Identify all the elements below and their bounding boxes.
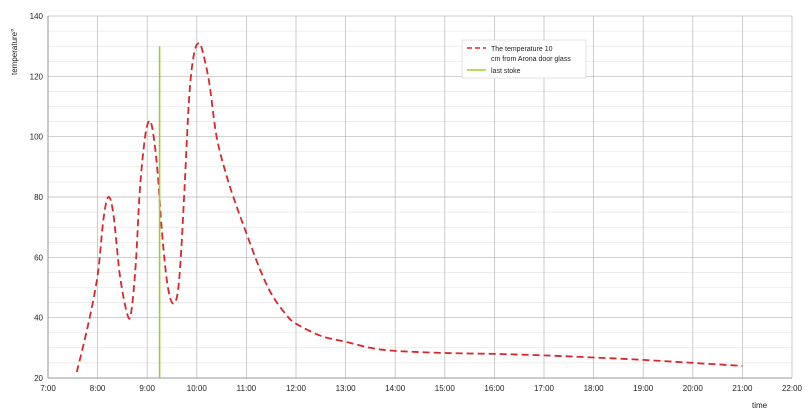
x-tick-label: 17:00 xyxy=(534,384,555,393)
y-axis-title: temperature° xyxy=(10,29,19,75)
x-tick-label: 13:00 xyxy=(336,384,357,393)
y-tick-label: 20 xyxy=(34,374,43,383)
y-tick-label: 60 xyxy=(34,253,43,262)
x-axis-tick-labels: 7:00 8:00 9:00 10:00 11:00 12:00 13:00 14:00 15:… xyxy=(40,384,802,393)
x-tick-label: 20:00 xyxy=(683,384,704,393)
major-gridlines xyxy=(47,15,793,379)
x-tick-label: 14:00 xyxy=(385,384,406,393)
y-tick-label: 120 xyxy=(30,72,44,81)
x-tick-label: 8:00 xyxy=(90,384,106,393)
x-tick-label: 15:00 xyxy=(435,384,456,393)
legend-label-temperature-line1: The temperature 10 xyxy=(491,46,553,53)
x-tick-label: 9:00 xyxy=(139,384,155,393)
x-tick-label: 16:00 xyxy=(484,384,505,393)
legend: The temperature 10 cm from Arona door gl… xyxy=(461,39,587,79)
x-tick-label: 10:00 xyxy=(187,384,208,393)
y-axis-tick-labels: 20 40 60 80 100 120 140 xyxy=(30,12,44,383)
legend-label-temperature-line2: cm from Arona door glass xyxy=(491,56,571,63)
x-axis-title: time xyxy=(752,401,768,410)
x-tick-label: 12:00 xyxy=(286,384,307,393)
y-tick-label: 100 xyxy=(30,133,44,142)
x-tick-label: 11:00 xyxy=(237,384,257,393)
y-tick-label: 140 xyxy=(30,12,44,21)
x-tick-label: 21:00 xyxy=(732,384,753,393)
minor-gridlines xyxy=(48,30,792,364)
x-tick-label: 18:00 xyxy=(584,384,605,393)
series-line-temperature xyxy=(75,42,743,373)
legend-box xyxy=(461,39,587,79)
y-tick-label: 40 xyxy=(34,314,43,323)
y-tick-label: 80 xyxy=(34,193,43,202)
x-tick-label: 22:00 xyxy=(782,384,803,393)
x-tick-label: 19:00 xyxy=(633,384,654,393)
x-tick-label: 7:00 xyxy=(40,384,56,393)
legend-label-last-stoke: last stoke xyxy=(491,68,521,75)
series-lines xyxy=(75,42,743,378)
